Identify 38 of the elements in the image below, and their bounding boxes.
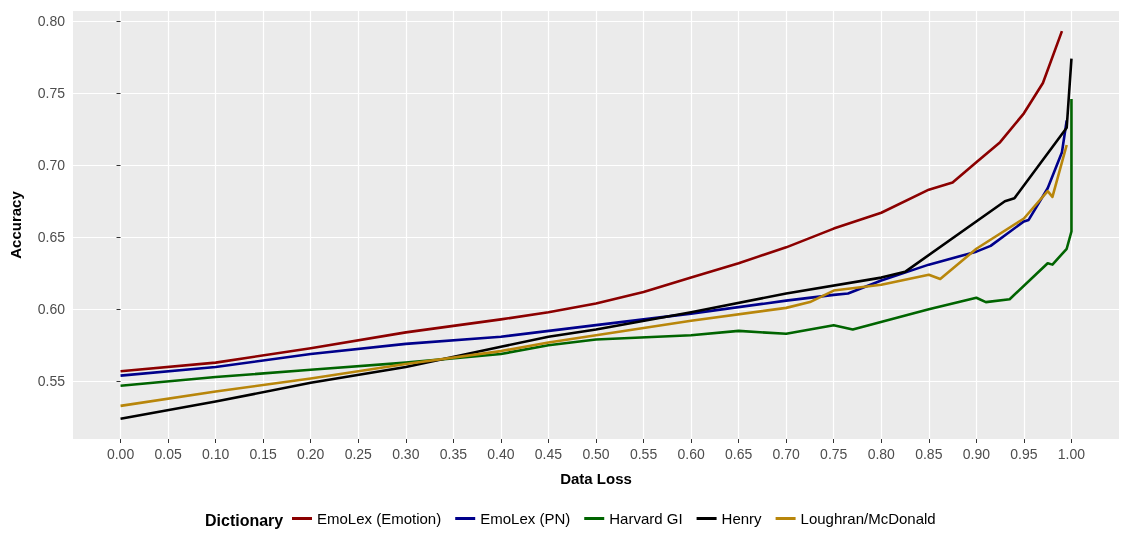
y-axis-title: Accuracy — [7, 190, 24, 259]
x-tick-label: 0.90 — [962, 446, 991, 462]
line-series — [119, 29, 1064, 373]
legend-label: Henry — [721, 510, 763, 527]
legend-label: Loughran/McDonald — [800, 510, 936, 527]
x-tick-label: 0.60 — [677, 446, 705, 462]
y-tick-label: 0.80 — [37, 13, 66, 30]
x-tick-label: 1.00 — [1057, 446, 1086, 462]
x-tick-label: 0.65 — [725, 446, 753, 462]
x-tick-label: 0.75 — [820, 446, 848, 462]
x-tick-label: 0.70 — [772, 446, 801, 462]
x-tick-label: 0.25 — [344, 446, 373, 462]
y-tick-label: 0.55 — [37, 373, 66, 390]
x-tick-label: 0.50 — [582, 446, 610, 462]
x-tick-label: 0.10 — [202, 446, 230, 462]
y-tick-label: 0.75 — [37, 85, 66, 102]
legend-label: EmoLex (PN) — [480, 510, 571, 527]
y-tick-label: 0.65 — [37, 229, 66, 246]
y-tick-label: 0.60 — [37, 301, 66, 318]
x-tick-label: 0.40 — [487, 446, 515, 462]
x-tick-label: 0.15 — [249, 446, 278, 462]
x-tick-label: 0.05 — [154, 446, 182, 462]
y-tick-label: 0.70 — [37, 157, 66, 174]
x-tick-label: 0.00 — [106, 446, 135, 462]
x-tick-label: 0.35 — [439, 446, 468, 462]
legend-title: Dictionary — [205, 511, 284, 529]
x-tick-label: 0.30 — [392, 446, 420, 462]
line-series — [119, 57, 1073, 421]
x-tick-label: 0.80 — [867, 446, 896, 462]
x-axis-title: Data Loss — [560, 470, 632, 487]
legend-label: EmoLex (Emotion) — [317, 510, 442, 527]
line-series — [119, 143, 1068, 408]
x-tick-label: 0.20 — [297, 446, 325, 462]
legend-label: Harvard GI — [609, 510, 683, 527]
x-tick-label: 0.85 — [915, 446, 943, 462]
x-tick-label: 0.95 — [1010, 446, 1038, 462]
x-tick-label: 0.55 — [629, 446, 658, 462]
x-tick-label: 0.45 — [534, 446, 563, 462]
